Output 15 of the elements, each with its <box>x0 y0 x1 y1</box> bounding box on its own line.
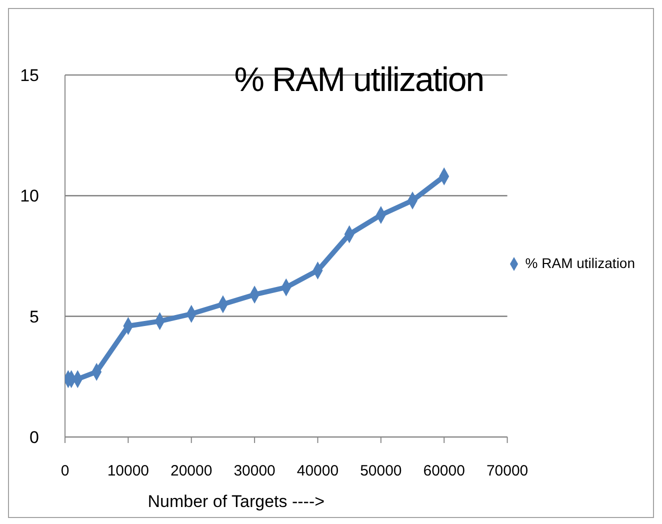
x-tick-label: 60000 <box>423 462 465 480</box>
chart-title: % RAM utilization <box>233 61 485 100</box>
x-tick-label: 10000 <box>107 462 150 480</box>
y-tick-label: 0 <box>30 428 39 448</box>
x-tick-label: 0 <box>60 462 70 480</box>
x-tick-label: 50000 <box>360 462 402 480</box>
x-tick-label: 40000 <box>296 462 339 480</box>
legend-label: % RAM utilization <box>525 254 635 271</box>
x-tick-label: 20000 <box>170 462 212 480</box>
y-tick-label: 10 <box>20 186 39 206</box>
x-axis-title: Number of Targets ----> <box>148 492 325 511</box>
x-tick-label: 70000 <box>486 462 528 480</box>
y-tick-label: 5 <box>30 307 39 326</box>
y-tick-label: 15 <box>20 66 39 86</box>
x-tick-label: 30000 <box>234 462 276 480</box>
